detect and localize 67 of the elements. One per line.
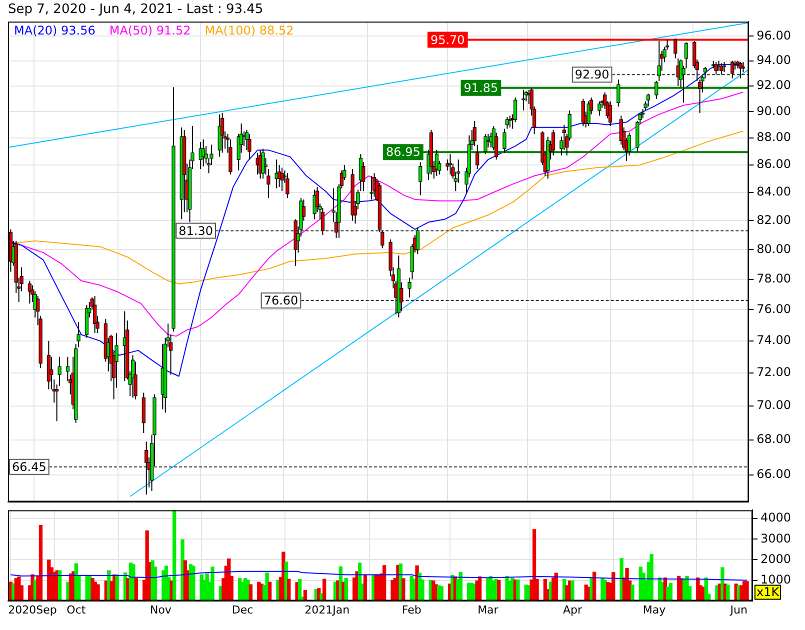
y-tick-label: 80.00	[756, 242, 792, 256]
ref-line-label: 66.45	[12, 460, 46, 474]
bar	[592, 572, 596, 601]
bar	[554, 572, 558, 601]
ref-line-label: 81.30	[178, 224, 214, 238]
text: MA(100) 88.52	[204, 24, 294, 38]
bar	[192, 566, 196, 601]
ref-line-label: 76.60	[264, 294, 298, 308]
bar	[344, 578, 348, 601]
text: MA(20) 93.56	[14, 24, 96, 38]
y-tick-label: 66.00	[756, 467, 792, 482]
ref-line-label: 95.70	[430, 32, 465, 47]
x-tick-label: Mar	[478, 603, 499, 616]
y-tick-label: 74.00	[756, 333, 792, 348]
x-tick-label: Jun	[729, 603, 748, 616]
bar	[134, 578, 138, 601]
bar	[363, 574, 368, 601]
text: MA(50) 91.52	[109, 24, 191, 38]
y-tick-label: 84.00	[756, 184, 792, 199]
bar	[38, 524, 43, 601]
y-tick-label: 3000	[760, 531, 792, 546]
y-tick-label: 96.00	[756, 28, 792, 42]
y-tick-label: 90.00	[756, 104, 792, 118]
y-tick-label: 4000	[760, 510, 792, 525]
y-tick-label: 88.00	[756, 130, 792, 144]
y-tick-label: 76.00	[756, 302, 792, 316]
x-tick-label: May	[642, 603, 666, 616]
y-tick-label: 68.00	[756, 432, 792, 446]
x-tick-label: Feb	[402, 603, 422, 616]
x-tick-label: 2020Sep	[8, 603, 57, 616]
ref-line-label: 86.95	[386, 145, 420, 160]
bar	[630, 584, 634, 601]
bar	[268, 582, 272, 601]
y-tick-label: 70.00	[756, 398, 792, 412]
x-tick-label: Dec	[232, 603, 254, 616]
x-tick-label: 2021Jan	[304, 603, 350, 616]
y-tick-label: 78.00	[756, 271, 792, 286]
bar	[402, 578, 406, 601]
bar	[172, 510, 176, 601]
bar	[115, 574, 119, 601]
y-tick-label: 94.00	[756, 52, 792, 67]
bar	[440, 586, 444, 601]
y-tick-label: 1000	[760, 572, 792, 586]
bar	[96, 584, 100, 601]
ref-line-label: 92.90	[574, 68, 610, 82]
bar	[382, 565, 386, 601]
chart-title: Sep 7, 2020 - Jun 4, 2021 - Last : 93.45	[8, 2, 264, 18]
bar	[497, 580, 501, 601]
bar	[516, 580, 520, 601]
bar	[726, 584, 730, 601]
bar	[287, 578, 291, 601]
y-tick-label: 82.00	[756, 212, 792, 227]
bar	[650, 554, 654, 601]
bar	[745, 581, 749, 601]
bar	[570, 580, 574, 601]
y-axis-title: x1K	[756, 584, 780, 599]
ref-line-label: 91.85	[464, 81, 498, 96]
bar	[248, 584, 253, 601]
bar	[322, 578, 326, 601]
y-tick-label: 72.00	[756, 365, 792, 380]
y-tick-label: 2000	[760, 552, 792, 566]
bar	[668, 582, 672, 601]
x-tick-label: Oct	[66, 603, 86, 616]
y-tick-label: 92.00	[756, 78, 792, 92]
y-tick-label: 86.00	[756, 157, 792, 172]
x-tick-label: Nov	[150, 603, 172, 616]
x-tick-label: Apr	[562, 603, 582, 616]
